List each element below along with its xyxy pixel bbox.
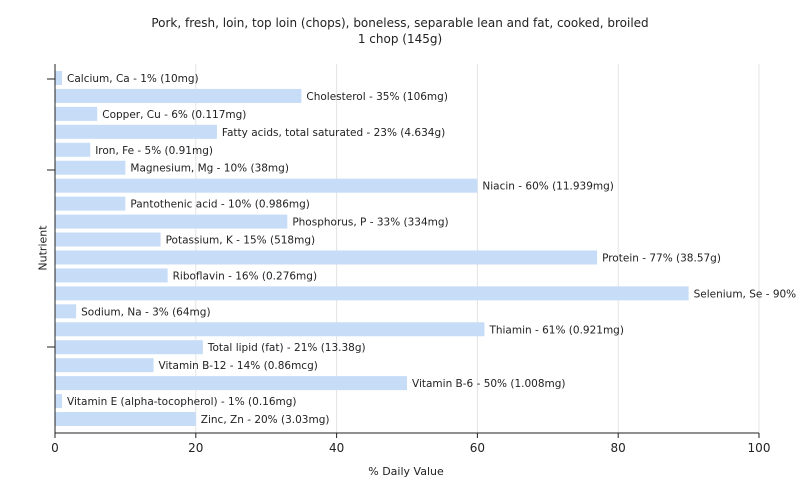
- bar-label: Pantothenic acid - 10% (0.986mg): [130, 199, 309, 211]
- bar-label: Niacin - 60% (11.939mg): [482, 181, 614, 193]
- axes: 0 20 40 60 80 100: [47, 64, 770, 455]
- bar-label: Vitamin E (alpha-tocopherol) - 1% (0.16m…: [67, 396, 297, 408]
- chart-title: Pork, fresh, loin, top loin (chops), bon…: [151, 16, 649, 30]
- bar: [55, 268, 168, 283]
- bar-label: Zinc, Zn - 20% (3.03mg): [201, 414, 330, 426]
- bar: [55, 196, 126, 211]
- bar-label: Phosphorus, P - 33% (334mg): [292, 217, 448, 229]
- bar-label: Copper, Cu - 6% (0.117mg): [102, 109, 246, 121]
- bar-label: Iron, Fe - 5% (0.91mg): [95, 145, 213, 157]
- bar: [55, 322, 485, 337]
- bar: [55, 340, 203, 355]
- bar: [55, 178, 478, 193]
- x-tick-label: 0: [51, 441, 59, 455]
- chart-subtitle: 1 chop (145g): [357, 32, 443, 46]
- bar: [55, 286, 689, 301]
- bars: [55, 70, 689, 427]
- x-tick-label: 80: [611, 441, 626, 455]
- bar: [55, 160, 126, 175]
- bar-label: Calcium, Ca - 1% (10mg): [67, 73, 199, 85]
- bar: [55, 232, 161, 247]
- bar: [55, 70, 63, 85]
- bar-label: Total lipid (fat) - 21% (13.38g): [207, 342, 366, 354]
- bar-labels: Calcium, Ca - 1% (10mg) Cholesterol - 35%…: [67, 73, 800, 426]
- bar: [55, 304, 77, 319]
- bar-label: Protein - 77% (38.57g): [602, 252, 721, 264]
- bar-label: Thiamin - 61% (0.921mg): [488, 324, 624, 336]
- bar-label: Selenium, Se - 90% (63.2mcg): [694, 288, 800, 300]
- bar: [55, 250, 598, 265]
- bar: [55, 412, 196, 427]
- bar: [55, 106, 98, 121]
- x-axis-title: % Daily Value: [368, 465, 444, 478]
- x-tick-label: 20: [188, 441, 203, 455]
- bar-label: Cholesterol - 35% (106mg): [306, 91, 448, 103]
- bar: [55, 214, 288, 229]
- bar: [55, 142, 91, 157]
- bar: [55, 394, 63, 409]
- x-tick-label: 100: [748, 441, 771, 455]
- bar-label: Potassium, K - 15% (518mg): [166, 235, 316, 247]
- bar: [55, 88, 302, 103]
- x-tick-label: 40: [329, 441, 344, 455]
- bar-label: Vitamin B-12 - 14% (0.86mcg): [159, 360, 318, 372]
- bar: [55, 124, 217, 139]
- x-tick-label: 60: [470, 441, 485, 455]
- bar-label: Sodium, Na - 3% (64mg): [81, 306, 210, 318]
- bar-label: Vitamin B-6 - 50% (1.008mg): [412, 378, 566, 390]
- grid-lines: [195, 64, 760, 433]
- bar-label: Riboflavin - 16% (0.276mg): [173, 270, 317, 282]
- bar-label: Magnesium, Mg - 10% (38mg): [130, 163, 289, 175]
- bar: [55, 376, 407, 391]
- bar: [55, 358, 154, 373]
- bar-label: Fatty acids, total saturated - 23% (4.63…: [222, 127, 445, 139]
- y-axis-title: Nutrient: [36, 225, 50, 271]
